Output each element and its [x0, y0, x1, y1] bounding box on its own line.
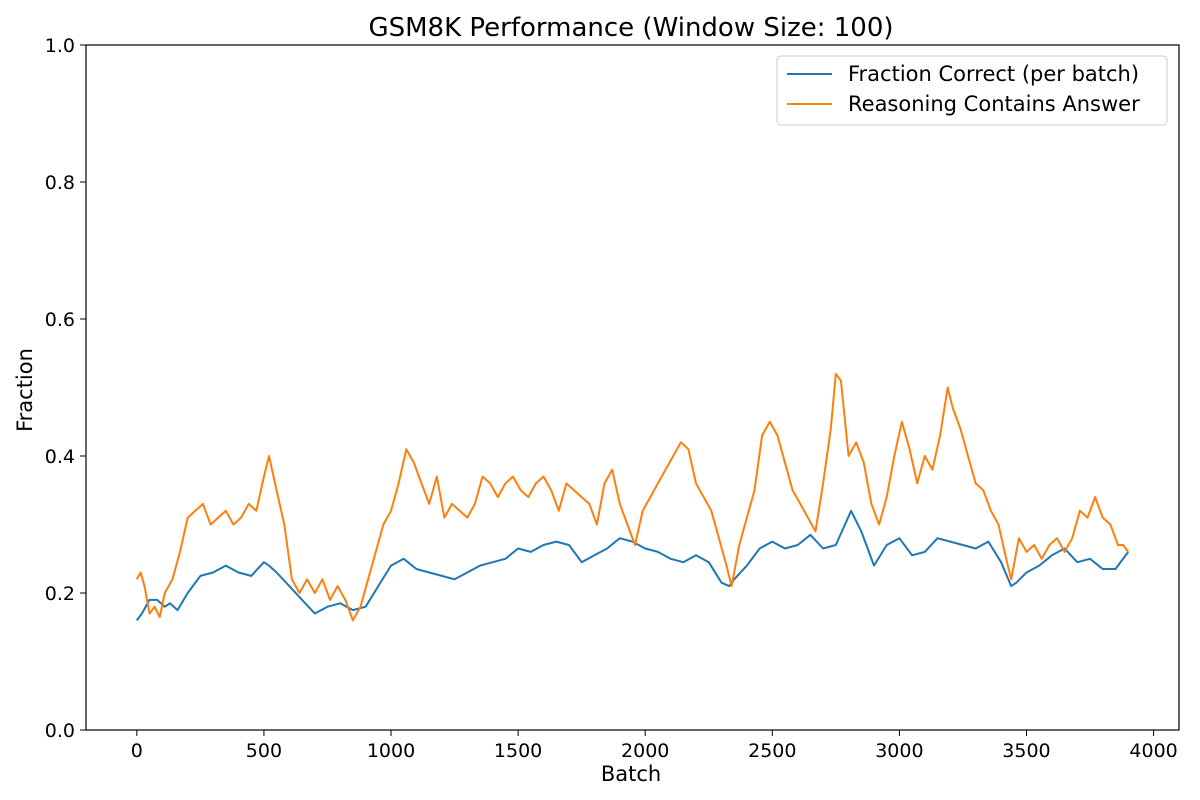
x-tick-label: 3000 [875, 740, 923, 762]
plot-frame [85, 44, 1180, 731]
legend-box [776, 55, 1168, 126]
x-tick-label: 4000 [1129, 740, 1177, 762]
y-axis-label: Fraction [13, 348, 37, 432]
chart-title: GSM8K Performance (Window Size: 100) [368, 13, 893, 43]
y-tick-label: 0.8 [45, 172, 75, 194]
legend-label-reasoning-contains-answer: Reasoning Contains Answer [848, 92, 1140, 116]
y-tick-label: 0.2 [45, 583, 75, 605]
y-tick-label: 0.6 [45, 309, 75, 331]
series-layer [135, 372, 1130, 622]
y-tick-label: 0.4 [45, 446, 75, 468]
x-tick-label: 2500 [748, 740, 796, 762]
x-tick-label: 3500 [1002, 740, 1050, 762]
series-line-reasoning-contains-answer [135, 372, 1130, 622]
legend: Fraction Correct (per batch) Reasoning C… [776, 55, 1168, 126]
y-axis-ticks: 0.0 0.2 0.4 0.6 0.8 1.0 [45, 35, 86, 742]
x-axis-label: Batch [601, 762, 661, 786]
x-tick-label: 1000 [367, 740, 415, 762]
x-tick-label: 500 [246, 740, 282, 762]
y-tick-label: 1.0 [45, 35, 75, 57]
legend-label-fraction-correct: Fraction Correct (per batch) [848, 62, 1139, 86]
x-tick-label: 2000 [621, 740, 669, 762]
x-axis-ticks: 0 500 1000 1500 2000 2500 3000 3500 4000 [131, 730, 1178, 762]
y-tick-label: 0.0 [45, 720, 75, 742]
x-tick-label: 1500 [494, 740, 542, 762]
series-line-fraction-correct [135, 509, 1130, 621]
x-tick-label: 0 [131, 740, 143, 762]
